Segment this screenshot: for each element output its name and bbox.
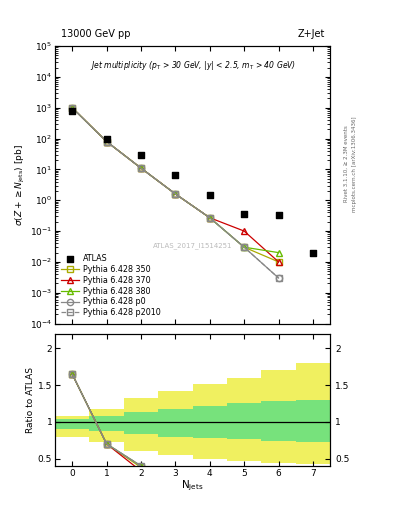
Pythia 6.428 350 [276,259,281,265]
Text: Z+Jet: Z+Jet [297,29,325,39]
Text: Rivet 3.1.10, ≥ 2.3M events: Rivet 3.1.10, ≥ 2.3M events [344,125,349,202]
Pythia 6.428 380 [208,215,212,221]
Pythia 6.428 370 [208,215,212,221]
Line: Pythia 6.428 p2010: Pythia 6.428 p2010 [69,104,282,281]
Pythia 6.428 p0 [70,104,75,111]
Line: Pythia 6.428 370: Pythia 6.428 370 [69,104,282,265]
ATLAS [241,210,247,219]
Line: Pythia 6.428 380: Pythia 6.428 380 [69,104,282,255]
Pythia 6.428 380 [242,244,246,250]
Pythia 6.428 p0 [173,191,178,197]
Pythia 6.428 p0 [242,244,246,250]
Pythia 6.428 380 [104,138,109,144]
X-axis label: N$_{\rm jets}$: N$_{\rm jets}$ [181,479,204,494]
Pythia 6.428 p0 [276,275,281,281]
Pythia 6.428 350 [173,191,178,197]
ATLAS [103,135,110,143]
Text: ATLAS_2017_I1514251: ATLAS_2017_I1514251 [153,243,232,249]
Pythia 6.428 p0 [208,215,212,221]
Pythia 6.428 350 [139,165,143,171]
Pythia 6.428 p2010 [208,215,212,221]
Pythia 6.428 p2010 [104,138,109,144]
ATLAS [138,151,144,159]
Pythia 6.428 370 [70,104,75,111]
Pythia 6.428 380 [139,165,143,171]
Text: 13000 GeV pp: 13000 GeV pp [61,29,130,39]
Pythia 6.428 350 [70,104,75,111]
Legend: ATLAS, Pythia 6.428 350, Pythia 6.428 370, Pythia 6.428 380, Pythia 6.428 p0, Py: ATLAS, Pythia 6.428 350, Pythia 6.428 37… [59,252,163,319]
Pythia 6.428 p0 [104,138,109,144]
ATLAS [275,211,282,220]
Pythia 6.428 370 [104,138,109,144]
Text: Jet multiplicity (p$_{\rm T}$ > 30 GeV, |y| < 2.5, m$_{\rm T}$ > 40 GeV): Jet multiplicity (p$_{\rm T}$ > 30 GeV, … [90,58,296,72]
Y-axis label: Ratio to ATLAS: Ratio to ATLAS [26,367,35,433]
Line: Pythia 6.428 p0: Pythia 6.428 p0 [69,104,282,281]
ATLAS [69,106,75,115]
Pythia 6.428 370 [276,259,281,265]
Pythia 6.428 370 [242,228,246,234]
Pythia 6.428 350 [242,244,246,250]
Pythia 6.428 380 [173,191,178,197]
Line: Pythia 6.428 350: Pythia 6.428 350 [69,104,282,265]
ATLAS [310,248,316,257]
Pythia 6.428 370 [139,165,143,171]
Pythia 6.428 p2010 [242,244,246,250]
Pythia 6.428 350 [208,215,212,221]
Pythia 6.428 380 [276,249,281,255]
Text: mcplots.cern.ch [arXiv:1306.3436]: mcplots.cern.ch [arXiv:1306.3436] [352,116,357,211]
ATLAS [172,171,178,179]
Pythia 6.428 p2010 [70,104,75,111]
ATLAS [207,190,213,199]
Pythia 6.428 p2010 [276,275,281,281]
Pythia 6.428 p0 [139,165,143,171]
Y-axis label: $\sigma(Z + \geq N_{\rm jets})$ [pb]: $\sigma(Z + \geq N_{\rm jets})$ [pb] [14,144,27,226]
Pythia 6.428 p2010 [173,191,178,197]
Pythia 6.428 350 [104,138,109,144]
Pythia 6.428 p2010 [139,165,143,171]
Pythia 6.428 380 [70,104,75,111]
Pythia 6.428 370 [173,191,178,197]
